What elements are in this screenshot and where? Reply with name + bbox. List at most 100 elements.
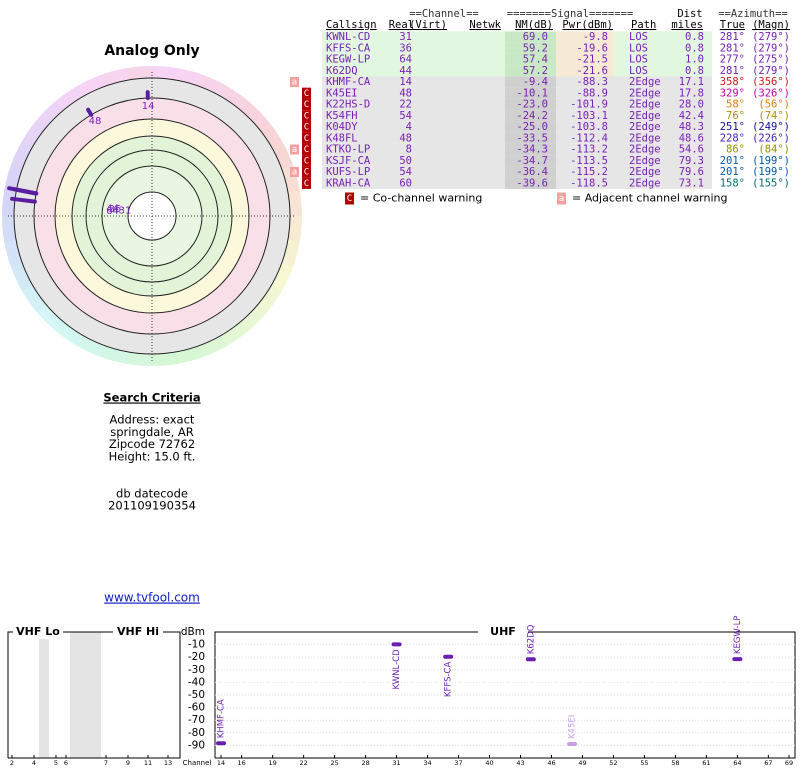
cochannel-icon-text: C <box>304 123 309 133</box>
cell-magnetic: (226°) <box>752 132 790 144</box>
cochannel-icon-text: C <box>304 179 309 189</box>
nm-cell-bg <box>505 177 556 189</box>
cell-azimuth: 158° <box>720 177 745 189</box>
adjacent-icon-text: a <box>292 168 297 178</box>
adjacent-icon-text: a <box>292 145 297 155</box>
cell-dist: 17.1 <box>679 76 704 88</box>
cochannel-icon-text: C <box>304 168 309 178</box>
x-tick-label: 19 <box>268 759 276 767</box>
nm-cell-bg <box>505 166 556 178</box>
pwr-cell-bg <box>556 53 614 66</box>
cell-magnetic: (275°) <box>752 54 790 66</box>
group-header: ==Channel== <box>409 8 479 20</box>
cell-real: 64 <box>399 54 412 66</box>
cell-nm: -24.2 <box>516 110 548 122</box>
cell-callsign: KSJF-CA <box>326 155 371 167</box>
x-tick-label: 37 <box>454 759 462 767</box>
cell-nm: -34.7 <box>516 155 548 167</box>
cell-azimuth: 281° <box>720 31 745 43</box>
x-tick-label: 34 <box>423 759 431 767</box>
cell-azimuth: 228° <box>720 132 745 144</box>
x-tick-label: 31 <box>392 759 400 767</box>
station-label: K62DQ <box>526 624 536 654</box>
cell-dist: 79.6 <box>679 166 704 178</box>
cochannel-icon <box>302 166 311 178</box>
cell-callsign: KUFS-LP <box>326 166 370 178</box>
cell-azimuth: 201° <box>720 155 745 167</box>
station-label: KFFS-CA <box>444 662 454 698</box>
cell-azimuth: 86° <box>726 144 745 156</box>
cell-callsign: KHMF-CA <box>326 76 371 88</box>
cell-path: LOS <box>629 42 648 54</box>
station-channel: 48 <box>89 116 102 127</box>
cell-real: 60 <box>399 177 412 189</box>
cell-nm: 69.0 <box>523 31 548 43</box>
cell-nm: -9.4 <box>523 76 548 88</box>
x-tick-label: 58 <box>671 759 679 767</box>
search-line: Height: 15.0 ft. <box>109 449 196 463</box>
cell-dist: 54.6 <box>679 144 704 156</box>
vhf-gap <box>39 632 49 758</box>
band-label: VHF Hi <box>117 625 159 638</box>
x-tick-label: 4 <box>32 759 36 767</box>
compass-ring <box>100 68 130 87</box>
cell-azimuth: 281° <box>720 65 745 77</box>
cell-azimuth: 76° <box>726 110 745 122</box>
column-header: NM(dB) <box>515 19 553 31</box>
y-tick-label: -20 <box>188 651 205 663</box>
cell-magnetic: (279°) <box>752 42 790 54</box>
column-header: Callsign <box>326 19 377 31</box>
compass-ring <box>99 345 129 364</box>
cochannel-icon <box>345 192 354 205</box>
y-tick-label: -10 <box>188 639 205 651</box>
compass-ring <box>175 68 205 87</box>
site-link[interactable]: www.tvfool.com <box>104 591 200 605</box>
search-line: Address: exact <box>110 413 195 427</box>
x-tick-label: 69 <box>785 759 793 767</box>
x-tick-label: 5 <box>54 759 58 767</box>
station-label: K45EI <box>568 715 578 739</box>
column-header: True <box>720 19 745 31</box>
cell-path: LOS <box>629 31 648 43</box>
cell-path: 2Edge <box>629 99 661 111</box>
compass-ring <box>124 351 153 366</box>
cell-dist: 73.1 <box>679 177 704 189</box>
cell-path: 2Edge <box>629 177 661 189</box>
legend-icon: C <box>347 194 352 204</box>
cell-path: LOS <box>629 54 648 66</box>
pwr-cell-bg <box>556 31 614 43</box>
cell-callsign: K54FH <box>326 110 358 122</box>
compass-ring <box>125 66 154 81</box>
cell-nm: 57.2 <box>523 65 548 77</box>
cell-nm: -34.3 <box>516 144 548 156</box>
cochannel-icon <box>302 98 311 111</box>
cell-dist: 1.0 <box>685 54 704 66</box>
vhf-frame <box>7 631 181 759</box>
station-table: ==Channel== =======Signal======= Dist ==Azi… <box>290 8 790 205</box>
x-tick-label: 16 <box>238 759 246 767</box>
cell-path: LOS <box>629 65 648 77</box>
cell-real: 48 <box>399 87 412 99</box>
cell-path: 2Edge <box>629 144 661 156</box>
station-signal <box>567 742 578 747</box>
cell-nm: -10.1 <box>516 87 548 99</box>
cell-pwr: -113.5 <box>570 155 608 167</box>
x-tick-label: 52 <box>609 759 617 767</box>
cochannel-icon <box>302 87 311 99</box>
cell-dist: 28.0 <box>679 99 704 111</box>
x-tick-label: 22 <box>299 759 307 767</box>
station-channel: 36 <box>108 204 121 215</box>
unit-label: dBm <box>181 626 205 638</box>
x-tick-label: 49 <box>578 759 586 767</box>
nm-cell-bg <box>505 98 556 111</box>
band-label-bg <box>478 625 528 639</box>
pwr-cell-bg <box>556 65 614 77</box>
cell-nm: -36.4 <box>516 166 548 178</box>
nm-cell-bg <box>505 53 556 66</box>
x-tick-label: 28 <box>361 759 369 767</box>
adjacent-icon-text: a <box>292 78 297 88</box>
cell-pwr: -103.8 <box>570 121 608 133</box>
x-tick-label: 7 <box>104 759 108 767</box>
cell-magnetic: (356°) <box>752 76 790 88</box>
